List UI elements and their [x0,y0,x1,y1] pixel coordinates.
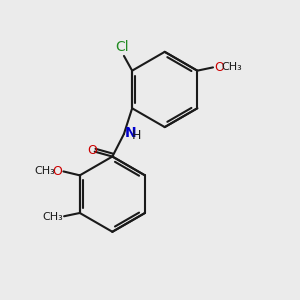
Text: O: O [214,61,224,74]
Text: CH₃: CH₃ [221,62,242,72]
Text: N: N [125,126,137,140]
Text: CH₃: CH₃ [42,212,63,222]
Text: O: O [52,165,62,178]
Text: Cl: Cl [116,40,129,54]
Text: O: O [87,144,97,157]
Text: CH₃: CH₃ [34,166,55,176]
Text: H: H [132,129,141,142]
